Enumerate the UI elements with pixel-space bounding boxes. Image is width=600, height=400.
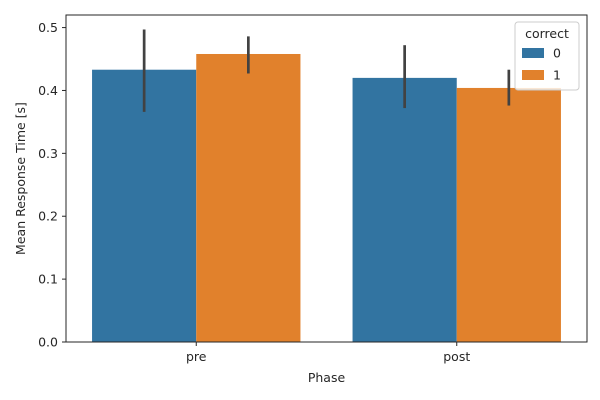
y-tick-label: 0.4 [38, 83, 58, 98]
legend-swatch-1 [522, 70, 544, 80]
legend-title: correct [525, 26, 569, 41]
y-axis-ticks: 0.0 0.1 0.2 0.3 0.4 0.5 [38, 20, 66, 350]
y-axis-label: Mean Response Time [s] [13, 102, 28, 255]
bar-pre-correct-0 [92, 69, 197, 342]
bar-post-correct-0 [352, 77, 457, 342]
x-axis-label: Phase [308, 370, 346, 385]
error-bars-group [142, 29, 511, 112]
bars-group [92, 53, 561, 342]
y-tick-label: 0.3 [38, 146, 58, 161]
x-axis-ticks: pre post [186, 342, 470, 364]
y-tick-label: 0.2 [38, 209, 58, 224]
x-tick-label-post: post [443, 349, 470, 364]
plot-frame [65, 14, 588, 343]
x-tick-label-pre: pre [186, 349, 207, 364]
y-tick-label: 0.0 [38, 335, 58, 350]
y-tick-label: 0.1 [38, 272, 58, 287]
legend-label-1: 1 [553, 68, 561, 83]
legend-swatch-0 [522, 48, 544, 58]
legend-label-0: 0 [553, 46, 561, 61]
y-tick-label: 0.5 [38, 20, 58, 35]
legend: correct 0 1 [514, 21, 580, 91]
bar-post-correct-1 [456, 87, 561, 342]
bar-pre-correct-1 [196, 53, 301, 342]
